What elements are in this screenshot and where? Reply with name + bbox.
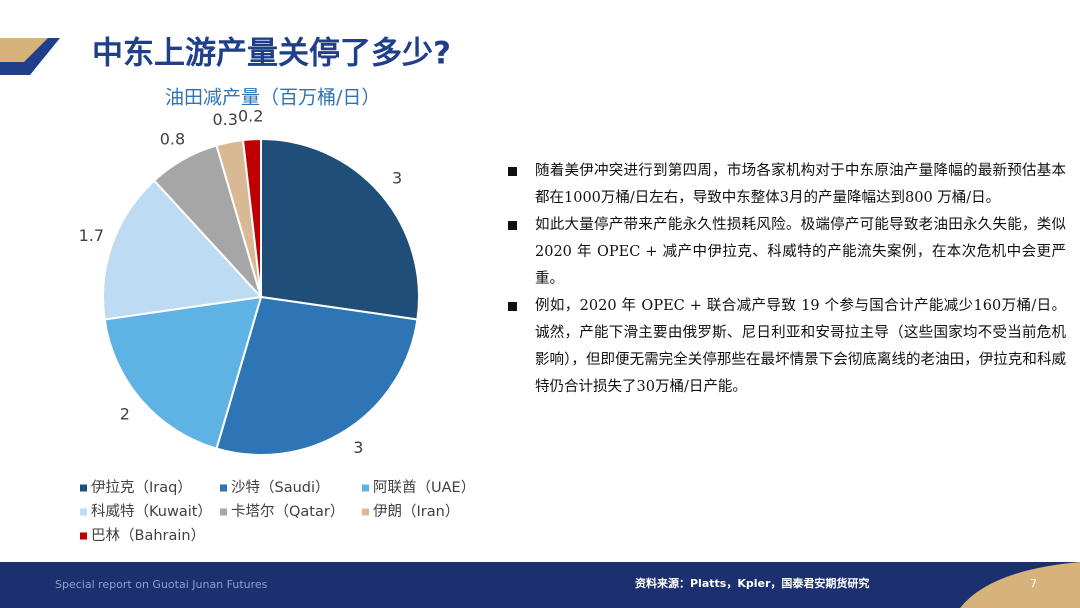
legend-swatch: [220, 484, 227, 492]
pie-slice: [260, 137, 420, 321]
source: 资料来源：Platts，Kpler，国泰君安期货研究: [635, 576, 869, 590]
legend-label: 巴林（Bahrain）: [91, 527, 205, 544]
page-number: 7: [1030, 577, 1037, 590]
data-label: 3: [353, 438, 363, 457]
data-label: 0.8: [160, 130, 185, 149]
decor: [0, 38, 48, 62]
data-label: 0.3: [213, 110, 238, 129]
bullet: 随着美伊冲突进行到第四周，市场各家机构对于中东原油产量降幅的最新预估基本都在10…: [508, 158, 1066, 212]
data-label: 3: [392, 169, 402, 188]
legend-swatch: [220, 508, 227, 516]
legend-label: 卡塔尔（Qatar）: [231, 503, 344, 520]
legend-label: 伊朗（Iran）: [373, 503, 459, 520]
pie-slice: [102, 179, 264, 321]
legend-swatch: [362, 484, 369, 492]
legend-swatch: [362, 508, 369, 516]
bullet: 例如，2020 年 OPEC + 联合减产导致 19 个参与国合计产能减少160…: [508, 293, 1066, 401]
footer-band: [0, 562, 1080, 608]
chart-title: 油田减产量（百万桶/日）: [165, 87, 380, 109]
legend-label: 沙特（Saudi）: [231, 479, 330, 496]
legend-label: 伊拉克（Iraq）: [91, 479, 192, 496]
pie-slice: [103, 295, 263, 450]
data-label: 0.2: [238, 107, 263, 126]
legend-label: 科威特（Kuwait）: [91, 503, 212, 520]
bullets: 随着美伊冲突进行到第四周，市场各家机构对于中东原油产量降幅的最新预估基本都在10…: [508, 158, 1066, 401]
footer-text: Special report on Guotai Junan Futures: [55, 578, 268, 591]
legend-label: 阿联酋（UAE）: [373, 478, 475, 496]
pie-slice: [215, 295, 419, 456]
bullet: 如此大量停产带来产能永久性损耗风险。极端停产可能导致老油田永久失能，类似 202…: [508, 212, 1066, 293]
slide-title: 中东上游产量关停了多少?: [92, 36, 451, 72]
decor: [960, 562, 1080, 608]
pie-slice: [241, 137, 262, 298]
legend-swatch: [80, 508, 87, 516]
legend-swatch: [80, 532, 87, 540]
data-label: 2: [120, 404, 130, 423]
data-label: 1.7: [79, 226, 104, 245]
legend-swatch: [80, 484, 87, 492]
